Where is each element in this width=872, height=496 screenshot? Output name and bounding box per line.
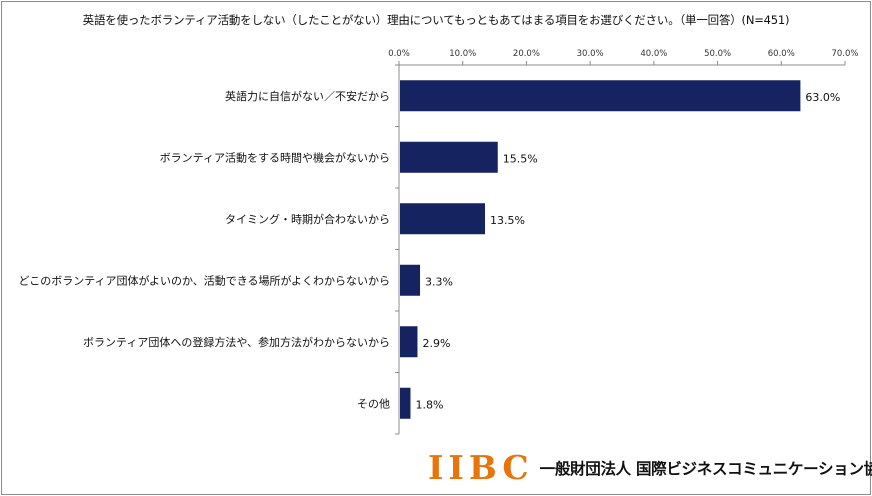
x-tick-label: 40.0% <box>640 49 667 59</box>
x-tick-label: 60.0% <box>768 49 795 59</box>
logo-org-name: 一般財団法人 国際ビジネスコミュニケーション協会 <box>539 460 872 478</box>
data-label: 63.0% <box>805 91 840 104</box>
category-label: その他 <box>357 397 390 410</box>
data-label: 2.9% <box>422 337 450 350</box>
x-tick-label: 10.0% <box>449 49 476 59</box>
category-label: ボランティア活動をする時間や機会がないから <box>160 150 390 164</box>
category-label: どこのボランティア団体がよいのか、活動できる場所がよくわからないから <box>19 273 390 287</box>
category-label: ボランティア団体への登録方法や、参加方法がわからないから <box>83 335 390 349</box>
x-tick-label: 0.0% <box>388 49 410 59</box>
category-label: タイミング・時期が合わないから <box>225 212 390 226</box>
bar <box>400 264 421 296</box>
data-label: 15.5% <box>503 152 538 165</box>
data-label: 13.5% <box>490 214 525 227</box>
x-tick-label: 30.0% <box>577 49 604 59</box>
data-label: 1.8% <box>415 398 443 411</box>
x-tick-label: 50.0% <box>704 49 731 59</box>
bar <box>400 387 411 419</box>
x-tick-label: 70.0% <box>831 49 858 59</box>
category-label: 英語力に自信がない／不安だから <box>225 89 390 103</box>
bar <box>400 203 486 235</box>
logo-mark: IIBC <box>428 448 534 487</box>
bar <box>400 80 801 112</box>
chart-title: 英語を使ったボランティア活動をしない（したことがない）理由についてもっともあては… <box>82 13 790 27</box>
iibc-logo: IIBC 一般財団法人 国際ビジネスコミュニケーション協会 <box>428 450 872 486</box>
data-label: 3.3% <box>425 275 453 288</box>
bar <box>400 326 418 358</box>
bar <box>400 141 498 173</box>
x-tick-label: 20.0% <box>513 49 540 59</box>
